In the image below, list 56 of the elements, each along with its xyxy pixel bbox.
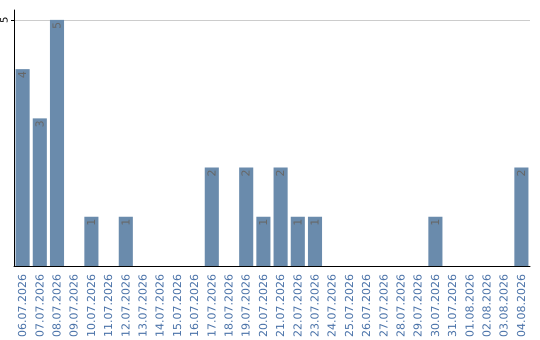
x-tick-label: 24.07.2026 [326,274,339,338]
x-tick-label: 03.08.2026 [498,274,511,338]
x-tick-label: 06.07.2026 [16,274,30,338]
bar [290,216,305,266]
x-tick-label: 23.07.2026 [308,274,322,338]
bar [514,168,528,266]
x-tick-label: 18.07.2026 [222,274,236,338]
bar [239,168,254,266]
data-label: 4 [16,71,30,78]
x-tick-label: 08.07.2026 [50,274,64,338]
x-tick-label: 09.07.2026 [68,274,81,338]
x-tick-label: 07.07.2026 [33,274,46,338]
x-tick-label: 11.07.2026 [102,274,116,338]
bar [308,216,322,266]
x-tick-label: 01.08.2026 [463,274,476,338]
data-label: 1 [256,218,270,226]
data-label: 1 [84,218,98,226]
bar [84,216,98,266]
x-tick-label: 20.07.2026 [256,274,270,338]
data-label: 2 [514,170,528,177]
x-tick-label: 30.07.2026 [428,274,442,338]
x-tick-label: 15.07.2026 [170,274,184,338]
data-label: 1 [291,218,304,226]
x-tick-label: 25.07.2026 [342,274,356,338]
data-label: 1 [308,218,322,226]
bar [16,69,30,266]
x-tick-label: 13.07.2026 [136,274,150,338]
x-tick-label: 27.07.2026 [377,274,390,338]
data-label: 2 [240,170,253,177]
data-label: 3 [33,120,46,128]
bar [428,216,442,266]
data-label: 1 [119,218,132,226]
data-label: 5 [50,22,64,29]
x-tick-label: 14.07.2026 [154,274,167,338]
data-label: 2 [205,170,218,177]
x-tick-label: 28.07.2026 [394,274,408,338]
bar [32,118,47,266]
x-tick-label: 02.08.2026 [480,274,494,338]
x-tick-label: 29.07.2026 [412,274,425,338]
x-tick-label: 26.07.2026 [360,274,374,338]
x-tick-label: 21.07.2026 [274,274,288,338]
data-label: 2 [274,170,288,177]
bar [204,168,219,266]
x-tick-label: 12.07.2026 [119,274,132,338]
x-tick-label: 31.07.2026 [446,274,460,338]
x-tick-label: 10.07.2026 [84,274,98,338]
bar [274,168,288,266]
x-tick-label: 19.07.2026 [240,274,253,338]
bar [50,20,64,266]
x-tick-label: 04.08.2026 [514,274,528,338]
bar [256,216,270,266]
data-label: 1 [428,218,442,226]
x-tick-label: 17.07.2026 [205,274,218,338]
x-tick-label: 22.07.2026 [291,274,304,338]
x-tick-label: 16.07.2026 [188,274,202,338]
bar [118,216,133,266]
